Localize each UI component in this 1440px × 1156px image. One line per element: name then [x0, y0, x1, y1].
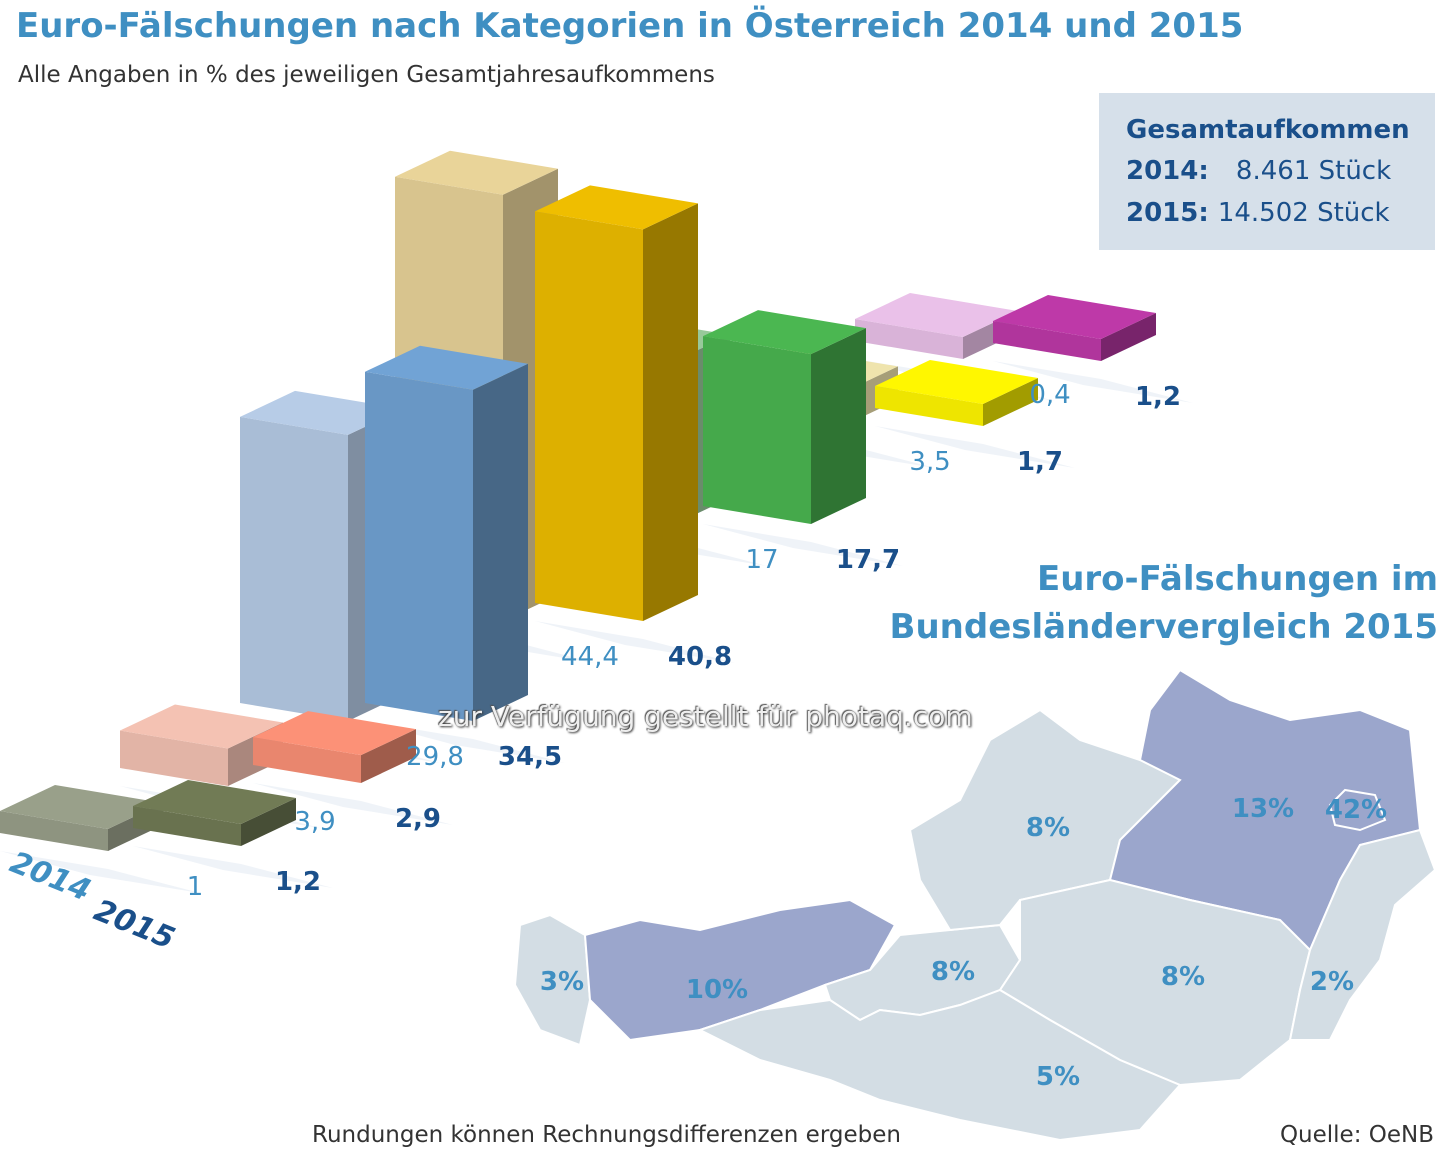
bar-top-face — [535, 185, 698, 230]
page-title: Euro-Fälschungen nach Kategorien in Öste… — [16, 6, 1244, 46]
bar-10-2015 — [253, 711, 416, 783]
data-label: 1,2 — [275, 867, 321, 897]
bar-side-face — [811, 328, 866, 524]
bar-front-face — [365, 371, 473, 721]
bar-top-face — [365, 345, 528, 390]
bar-front-face — [0, 811, 108, 851]
bar-front-face — [253, 737, 361, 783]
bar-5-2015 — [133, 780, 296, 846]
bar-front-face — [133, 806, 241, 846]
source: Quelle: OeNB — [1279, 1122, 1434, 1148]
bar-50-2015 — [535, 185, 698, 621]
map-state-label: 3% — [540, 967, 584, 997]
bar-shadow — [253, 783, 453, 825]
legend-2014: 2014 — [5, 845, 96, 909]
bar-top-face — [993, 295, 1156, 339]
bar-500-2015 — [993, 295, 1156, 361]
totals-value: 14.502 Stück — [1217, 198, 1390, 228]
map-state-burgenland — [1288, 828, 1437, 1041]
bar-side-face — [241, 798, 296, 846]
map-state-label: 2% — [1310, 967, 1354, 997]
bar-front-face — [120, 730, 228, 786]
bar-top-face — [395, 150, 558, 195]
totals-row-2015: 2015: 14.502 Stück — [1126, 198, 1390, 228]
data-label: 44,4 — [561, 642, 619, 672]
bar-top-face — [855, 293, 1018, 337]
map-title: Euro-Fälschungen im Bundesländervergleic… — [890, 555, 1438, 651]
bar-shadow — [875, 426, 1075, 468]
map-state-vorarlberg — [513, 913, 592, 1047]
data-label: 2,9 — [395, 804, 441, 834]
map-state-label: 8% — [931, 957, 975, 987]
bar-front-face — [703, 336, 811, 524]
bar-top-face — [240, 390, 403, 435]
data-label: 3,9 — [294, 807, 335, 837]
bar-front-face — [993, 321, 1101, 361]
data-label: 17 — [745, 545, 778, 575]
data-label: 29,8 — [406, 742, 464, 772]
bar-shadow — [993, 361, 1193, 403]
bar-top-face — [120, 704, 283, 749]
footnote: Rundungen können Rechnungsdifferenzen er… — [312, 1122, 901, 1148]
bar-front-face — [875, 386, 983, 426]
watermark: zur Verfügung gestellt für photaq.com — [438, 700, 973, 733]
legend-2015: 2015 — [89, 893, 180, 957]
map-title-line2: Bundesländervergleich 2015 — [889, 607, 1438, 647]
bar-top-face — [0, 785, 163, 829]
map-state-label: 8% — [1026, 813, 1070, 843]
bar-shadow — [133, 846, 333, 888]
totals-year: 2015: — [1126, 198, 1209, 228]
data-label: 0,4 — [1029, 380, 1070, 410]
bar-shadow — [0, 851, 200, 893]
bar-front-face — [535, 211, 643, 621]
bar-top-face — [875, 360, 1038, 404]
data-label: 40,8 — [668, 642, 732, 672]
totals-year: 2014: — [1126, 156, 1209, 186]
subtitle: Alle Angaben in % des jeweiligen Gesamtj… — [18, 62, 715, 88]
bar-side-face — [473, 363, 528, 721]
map-title-line1: Euro-Fälschungen im — [1036, 559, 1438, 599]
bar-top-face — [253, 711, 416, 756]
totals-value: 8.461 Stück — [1235, 156, 1392, 186]
bar-shadow — [535, 621, 735, 663]
map-state-label: 13% — [1232, 794, 1294, 824]
totals-row-2014: 2014: 8.461 Stück — [1126, 156, 1391, 186]
bar-side-face — [983, 378, 1038, 426]
map-state-label: 42% — [1325, 795, 1387, 825]
data-label: 1,7 — [1017, 447, 1063, 477]
bar-200-2015 — [875, 360, 1038, 426]
bar-side-face — [361, 729, 416, 783]
bar-20-2015 — [365, 345, 528, 721]
map-state-wien — [1328, 788, 1387, 832]
data-label: 1 — [187, 872, 204, 902]
data-label: 3,5 — [909, 447, 950, 477]
bar-shadow — [703, 524, 903, 566]
bar-side-face — [1101, 313, 1156, 361]
map-state-kärnten — [697, 988, 1182, 1142]
bar-front-face — [855, 319, 963, 359]
totals-heading: Gesamtaufkommen — [1126, 115, 1410, 145]
austria-map: 3% 10% 8% 8% 13% 42% 8% 2% 5% — [513, 668, 1437, 1142]
map-state-label: 10% — [686, 975, 748, 1005]
data-label: 17,7 — [836, 545, 900, 575]
data-label: 34,5 — [498, 742, 562, 772]
bar-front-face — [240, 416, 348, 721]
bar-top-face — [703, 310, 866, 355]
totals-box: Gesamtaufkommen 2014: 8.461 Stück 2015: … — [1099, 93, 1435, 250]
bar-top-face — [133, 780, 296, 824]
map-state-label: 5% — [1036, 1062, 1080, 1092]
bar-100-2015 — [703, 310, 866, 524]
bar-side-face — [643, 203, 698, 621]
map-state-label: 8% — [1161, 962, 1205, 992]
data-label: 1,2 — [1135, 382, 1181, 412]
